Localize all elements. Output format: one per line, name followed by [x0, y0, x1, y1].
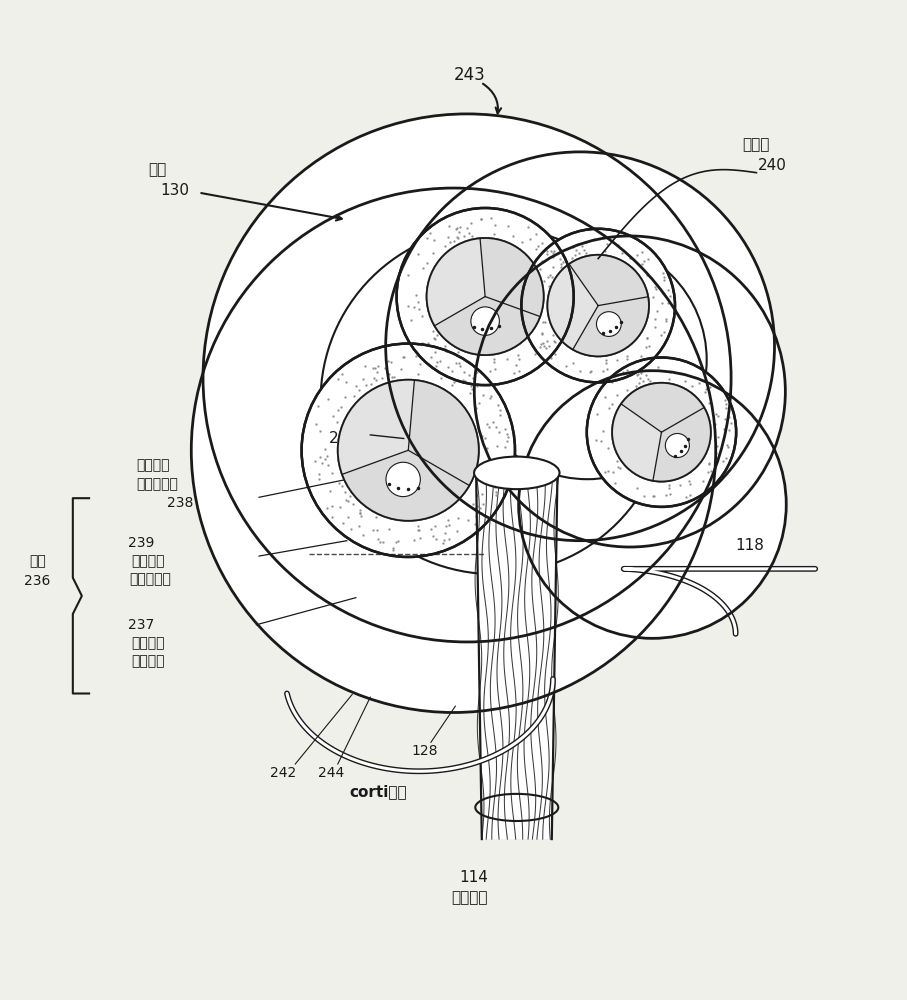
Polygon shape [573, 297, 649, 356]
Circle shape [385, 152, 775, 541]
Polygon shape [621, 383, 704, 432]
Text: 240: 240 [758, 158, 787, 173]
Text: 耳蜗: 耳蜗 [148, 162, 166, 177]
Text: （鼓阶）: （鼓阶） [132, 654, 165, 668]
Circle shape [302, 344, 515, 557]
Circle shape [548, 255, 649, 356]
Circle shape [587, 357, 736, 507]
Polygon shape [408, 380, 479, 486]
Polygon shape [653, 407, 711, 482]
Text: 中间沟道: 中间沟道 [132, 554, 165, 568]
Polygon shape [434, 297, 541, 355]
Polygon shape [337, 380, 414, 474]
Text: （耳蜗管）: （耳蜗管） [130, 573, 171, 587]
Text: 128: 128 [411, 744, 438, 758]
Circle shape [191, 188, 716, 712]
Circle shape [337, 380, 479, 521]
Text: 237: 237 [129, 618, 155, 632]
Text: corti器官: corti器官 [349, 784, 407, 799]
Text: 239: 239 [129, 536, 155, 550]
Circle shape [471, 307, 500, 335]
Polygon shape [476, 473, 558, 839]
Circle shape [396, 208, 574, 385]
Text: 238: 238 [167, 496, 193, 510]
Text: 听觉神经: 听觉神经 [452, 890, 488, 905]
Circle shape [597, 312, 621, 336]
Circle shape [426, 238, 543, 355]
Text: 118: 118 [736, 538, 765, 553]
Polygon shape [569, 255, 649, 306]
Text: 245: 245 [328, 431, 357, 446]
Circle shape [519, 371, 786, 638]
Circle shape [203, 114, 731, 642]
Circle shape [320, 227, 668, 574]
Text: 243: 243 [454, 66, 485, 84]
Circle shape [522, 229, 675, 382]
Text: 鼓室沟道: 鼓室沟道 [132, 636, 165, 650]
Circle shape [386, 462, 420, 497]
Text: 242: 242 [270, 766, 297, 780]
Polygon shape [548, 264, 599, 350]
Polygon shape [342, 450, 469, 521]
Ellipse shape [474, 457, 560, 489]
Polygon shape [612, 404, 661, 481]
Text: 236: 236 [24, 574, 51, 588]
Circle shape [474, 236, 785, 547]
Text: 沟道: 沟道 [29, 554, 46, 568]
Text: 耳蜗轴: 耳蜗轴 [743, 137, 770, 152]
Polygon shape [426, 238, 485, 326]
Text: 114: 114 [459, 870, 488, 885]
Text: 前庭沟道: 前庭沟道 [137, 459, 170, 473]
Text: 130: 130 [161, 183, 190, 198]
Circle shape [612, 383, 711, 482]
Circle shape [468, 240, 707, 479]
Circle shape [666, 433, 689, 458]
Text: （前庭阶）: （前庭阶） [136, 477, 178, 491]
Text: 244: 244 [318, 766, 345, 780]
Polygon shape [480, 238, 543, 317]
